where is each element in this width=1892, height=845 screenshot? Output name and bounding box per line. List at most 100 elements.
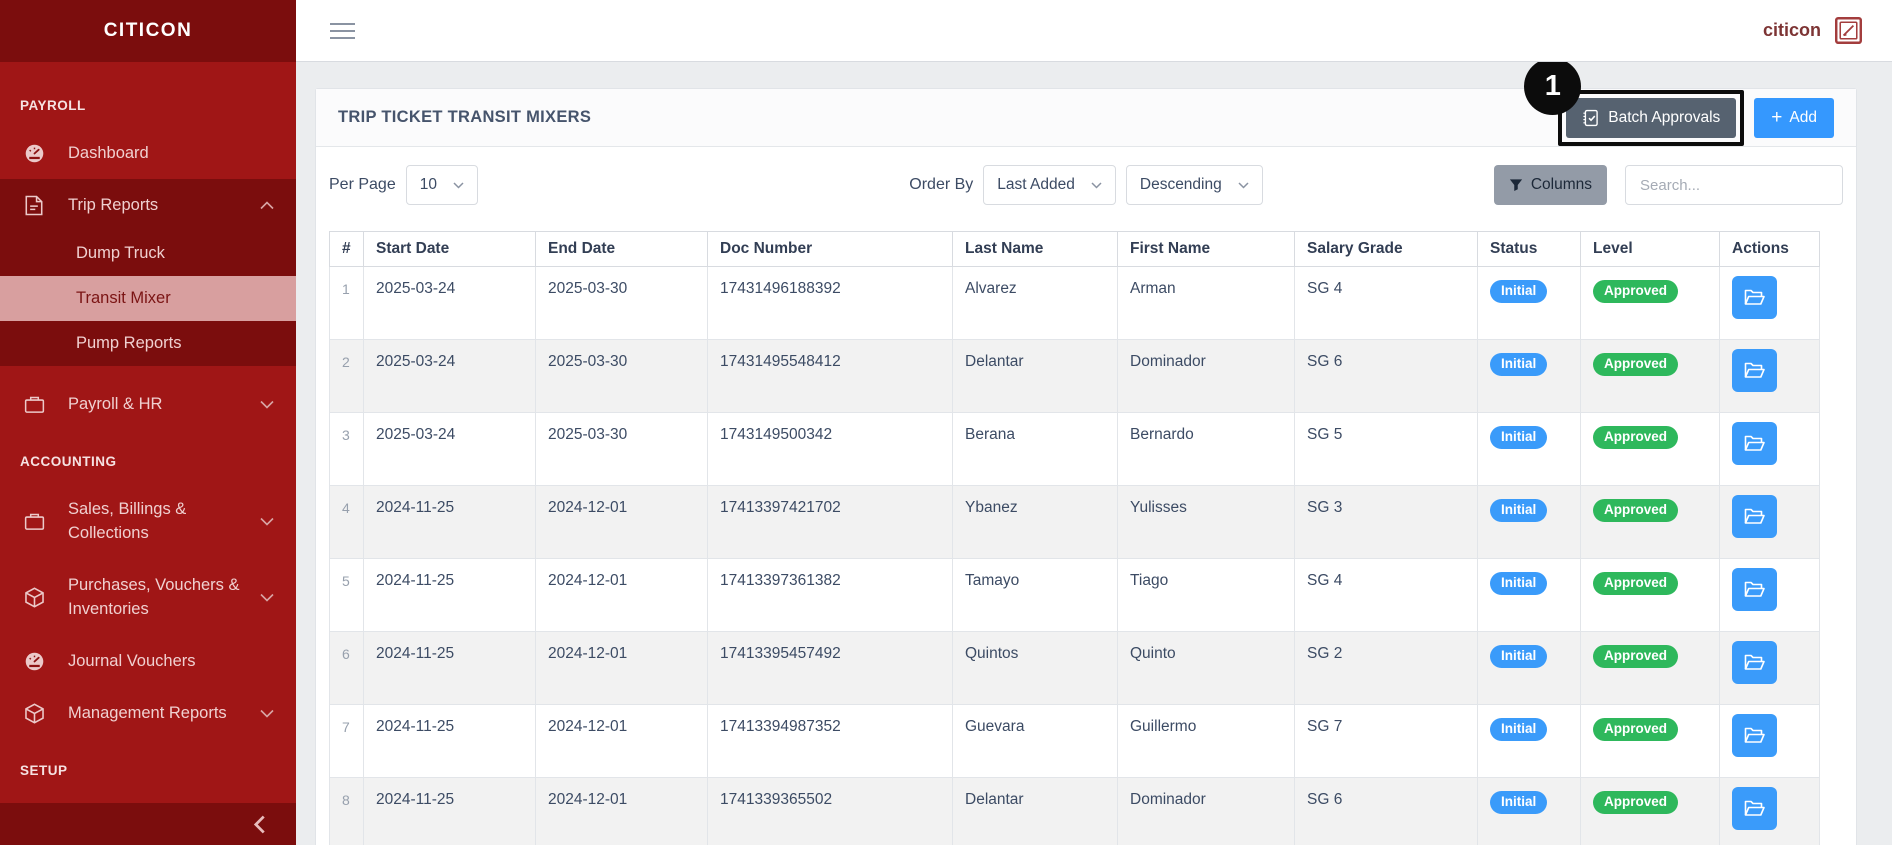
- cell-last-name: Berana: [953, 413, 1118, 486]
- sidebar-item-purchases-vouchers[interactable]: Purchases, Vouchers & Inventories: [0, 559, 296, 635]
- chevron-down-icon: [260, 709, 274, 718]
- sidebar: CITICON PAYROLL Dashboard Trip Reports: [0, 0, 296, 845]
- sidebar-item-dashboard[interactable]: Dashboard: [0, 127, 296, 179]
- cell-end-date: 2025-03-30: [536, 413, 708, 486]
- app-screen: CITICON PAYROLL Dashboard Trip Reports: [0, 0, 1892, 845]
- cell-start-date: 2024-11-25: [364, 778, 536, 845]
- cube-icon: [22, 703, 46, 724]
- cell-doc-number: 1741339365502: [708, 778, 953, 845]
- level-badge: Approved: [1593, 572, 1678, 595]
- chevron-down-icon: [453, 182, 464, 189]
- sidebar-item-journal-vouchers[interactable]: Journal Vouchers: [0, 635, 296, 687]
- columns-label: Columns: [1531, 176, 1592, 194]
- level-badge: Approved: [1593, 718, 1678, 741]
- cell-last-name: Ybanez: [953, 486, 1118, 559]
- col-header-start-date: Start Date: [364, 232, 536, 267]
- row-number: 1: [330, 267, 364, 340]
- status-badge: Initial: [1490, 791, 1547, 814]
- per-page-group: Per Page 10: [329, 165, 909, 205]
- sidebar-item-label: Trip Reports: [68, 193, 158, 217]
- trip-tickets-table: # Start Date End Date Doc Number Last Na…: [329, 231, 1820, 845]
- annotation-highlight-box: 1 Batch Approvals: [1558, 90, 1744, 146]
- briefcase-icon: [22, 512, 46, 531]
- sidebar-item-label: Payroll & HR: [68, 392, 162, 416]
- sidebar-item-transit-mixer[interactable]: Transit Mixer: [0, 276, 296, 321]
- level-badge: Approved: [1593, 353, 1678, 376]
- open-folder-button[interactable]: [1732, 349, 1777, 392]
- sidebar-item-pump-reports[interactable]: Pump Reports: [0, 321, 296, 366]
- row-number: 4: [330, 486, 364, 559]
- cell-start-date: 2025-03-24: [364, 413, 536, 486]
- col-header-actions: Actions: [1720, 232, 1820, 267]
- header-actions: 1 Batch Approvals + Add: [1558, 90, 1834, 146]
- cell-first-name: Dominador: [1118, 340, 1295, 413]
- sort-direction-select[interactable]: Descending: [1126, 165, 1263, 205]
- table-body: 1 2025-03-24 2025-03-30 17431496188392 A…: [330, 267, 1820, 845]
- cell-salary-grade: SG 6: [1295, 778, 1478, 845]
- open-folder-button[interactable]: [1732, 641, 1777, 684]
- order-by-select[interactable]: Last Added: [983, 165, 1116, 205]
- cell-last-name: Tamayo: [953, 559, 1118, 632]
- cell-first-name: Tiago: [1118, 559, 1295, 632]
- hamburger-menu-icon[interactable]: [328, 19, 357, 43]
- per-page-select[interactable]: 10: [406, 165, 478, 205]
- cell-last-name: Delantar: [953, 778, 1118, 845]
- sidebar-item-management-reports[interactable]: Management Reports: [0, 687, 296, 739]
- open-folder-button[interactable]: [1732, 787, 1777, 830]
- sidebar-item-sales-billings[interactable]: Sales, Billings & Collections: [0, 483, 296, 559]
- table-row: 1 2025-03-24 2025-03-30 17431496188392 A…: [330, 267, 1820, 340]
- cell-salary-grade: SG 2: [1295, 632, 1478, 705]
- sidebar-item-label: Dashboard: [68, 141, 149, 165]
- open-folder-button[interactable]: [1732, 276, 1777, 319]
- topbar-brand[interactable]: citicon: [1763, 15, 1864, 46]
- cell-doc-number: 17431495548412: [708, 340, 953, 413]
- sidebar-collapse-button[interactable]: [253, 815, 266, 834]
- row-number: 5: [330, 559, 364, 632]
- sidebar-item-label: Journal Vouchers: [68, 649, 196, 673]
- folder-open-icon: [1744, 508, 1765, 525]
- add-button[interactable]: + Add: [1754, 98, 1834, 138]
- cube-icon: [22, 587, 46, 608]
- status-badge: Initial: [1490, 426, 1547, 449]
- section-label-accounting: ACCOUNTING: [0, 442, 296, 483]
- cell-start-date: 2024-11-25: [364, 559, 536, 632]
- level-badge: Approved: [1593, 499, 1678, 522]
- open-folder-button[interactable]: [1732, 422, 1777, 465]
- batch-approvals-button[interactable]: Batch Approvals: [1566, 98, 1736, 138]
- col-header-last-name: Last Name: [953, 232, 1118, 267]
- sidebar-footer: [0, 803, 296, 845]
- sidebar-item-trip-reports[interactable]: Trip Reports: [0, 179, 296, 231]
- search-input[interactable]: [1625, 165, 1843, 205]
- sidebar-item-payroll-hr[interactable]: Payroll & HR: [0, 378, 296, 430]
- level-badge: Approved: [1593, 645, 1678, 668]
- cell-first-name: Bernardo: [1118, 413, 1295, 486]
- topbar: citicon: [296, 0, 1892, 62]
- per-page-value: 10: [420, 176, 437, 194]
- speedometer-icon: [22, 651, 46, 672]
- open-folder-button[interactable]: [1732, 714, 1777, 757]
- cell-last-name: Alvarez: [953, 267, 1118, 340]
- status-badge: Initial: [1490, 353, 1547, 376]
- cell-doc-number: 17413397421702: [708, 486, 953, 559]
- chevron-down-icon: [1238, 182, 1249, 189]
- chevron-down-icon: [260, 517, 274, 526]
- cell-end-date: 2024-12-01: [536, 559, 708, 632]
- col-header-end-date: End Date: [536, 232, 708, 267]
- folder-open-icon: [1744, 800, 1765, 817]
- journal-check-icon: [1582, 109, 1599, 127]
- sidebar-item-dump-truck[interactable]: Dump Truck: [0, 231, 296, 276]
- sidebar-nav: PAYROLL Dashboard Trip Reports Dum: [0, 62, 296, 803]
- section-label-setup: SETUP: [0, 751, 296, 792]
- open-folder-button[interactable]: [1732, 568, 1777, 611]
- file-text-icon: [22, 195, 46, 216]
- col-header-doc-number: Doc Number: [708, 232, 953, 267]
- sidebar-logo: CITICON: [0, 0, 296, 62]
- table-row: 2 2025-03-24 2025-03-30 17431495548412 D…: [330, 340, 1820, 413]
- cell-doc-number: 17413395457492: [708, 632, 953, 705]
- columns-button[interactable]: Columns: [1494, 165, 1607, 205]
- open-folder-button[interactable]: [1732, 495, 1777, 538]
- chevron-down-icon: [1091, 182, 1102, 189]
- folder-open-icon: [1744, 654, 1765, 671]
- cell-start-date: 2025-03-24: [364, 340, 536, 413]
- col-header-level: Level: [1581, 232, 1720, 267]
